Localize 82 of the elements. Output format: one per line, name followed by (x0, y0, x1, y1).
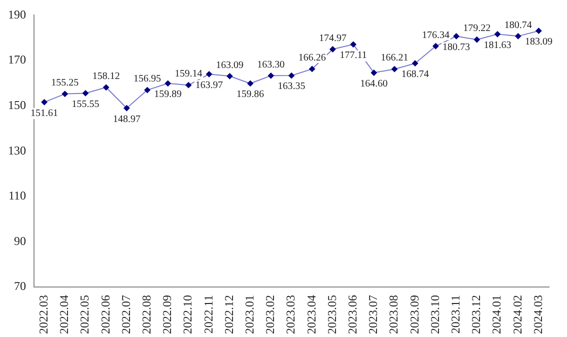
point (432, 43, 439, 50)
y-tick-label: 130 (8, 143, 26, 158)
point (515, 33, 522, 40)
x-tick-label: 2022.04 (57, 295, 72, 334)
point (268, 72, 274, 79)
data-label: 168.74 (401, 68, 429, 80)
data-label: 148.97 (112, 114, 140, 125)
x-tick-label: 2023.01 (242, 295, 256, 334)
x-tick-label: 2022.11 (201, 295, 216, 334)
x-tick-label: 2023.05 (324, 295, 339, 334)
data-label: 159.86 (236, 89, 264, 100)
x-tick-label: 2023.06 (345, 295, 360, 334)
x-tick-label: 2023.12 (469, 295, 484, 334)
point (206, 71, 212, 78)
x-tick-label: 2023.02 (263, 295, 278, 334)
x-tick-label: 2023.04 (304, 295, 318, 334)
data-label: 158.12 (92, 71, 120, 82)
data-label: 156.95 (134, 74, 162, 85)
y-tick-label: 150 (8, 98, 26, 112)
point (124, 105, 130, 112)
point (103, 84, 110, 90)
data-label: 163.30 (257, 59, 285, 70)
point (536, 28, 542, 34)
data-label: 163.97 (195, 80, 223, 91)
x-tick-label: 2022.10 (180, 295, 195, 334)
x-tick-label: 2023.07 (366, 295, 380, 334)
data-label: 180.74 (504, 20, 532, 31)
x-tick-label: 2023.11 (448, 295, 462, 334)
x-tick-label: 2022.06 (98, 295, 112, 334)
x-tick-label: 2023.03 (284, 295, 298, 334)
data-label: 159.14 (174, 68, 202, 80)
data-label: 155.25 (51, 78, 79, 89)
data-label: 174.97 (318, 32, 346, 44)
point (41, 99, 48, 106)
data-label: 159.89 (154, 89, 182, 100)
point (453, 33, 460, 40)
x-tick-label: 2024.03 (530, 295, 545, 334)
data-label: 177.11 (340, 50, 367, 62)
point (82, 90, 88, 96)
data-label: 166.21 (380, 52, 408, 64)
point (226, 73, 233, 80)
data-label: 176.34 (422, 30, 450, 41)
point (186, 82, 192, 88)
point (144, 87, 150, 94)
point (392, 66, 398, 72)
point (164, 80, 171, 86)
x-tick-label: 2022.12 (222, 295, 236, 334)
y-tick-label: 90 (14, 234, 26, 248)
x-tick-label: 2022.07 (118, 295, 133, 334)
point (62, 90, 68, 97)
point (309, 66, 316, 72)
data-label: 163.35 (278, 81, 306, 92)
data-label: 163.09 (216, 60, 244, 71)
point (370, 70, 377, 76)
y-tick-label: 110 (8, 188, 26, 203)
data-label: 155.55 (72, 98, 100, 110)
x-tick-label: 2022.05 (78, 295, 92, 334)
data-label: 179.22 (463, 23, 491, 34)
point (412, 60, 418, 66)
data-label: 151.61 (30, 108, 58, 119)
x-tick-label: 2023.09 (407, 295, 422, 334)
x-tick-label: 2022.08 (139, 295, 154, 334)
x-tick-label: 2023.10 (428, 295, 442, 334)
data-label: 183.09 (524, 36, 552, 48)
point (494, 31, 500, 38)
data-label: 164.60 (360, 78, 388, 90)
data-label: 181.63 (484, 40, 512, 51)
data-label: 166.26 (298, 52, 326, 64)
y-tick-label: 170 (8, 52, 26, 67)
x-tick-label: 2023.08 (386, 295, 401, 334)
point (330, 46, 336, 52)
point (288, 72, 294, 79)
x-tick-label: 2022.03 (36, 295, 50, 334)
x-tick-label: 2022.09 (160, 295, 174, 334)
y-tick-label: 190 (8, 7, 26, 22)
x-tick-label: 2024.02 (510, 295, 524, 334)
point (247, 80, 254, 86)
data-label: 180.73 (442, 42, 470, 53)
y-tick-label: 70 (14, 279, 26, 294)
point (350, 41, 356, 48)
point (474, 36, 480, 43)
x-tick-label: 2024.01 (490, 295, 504, 334)
